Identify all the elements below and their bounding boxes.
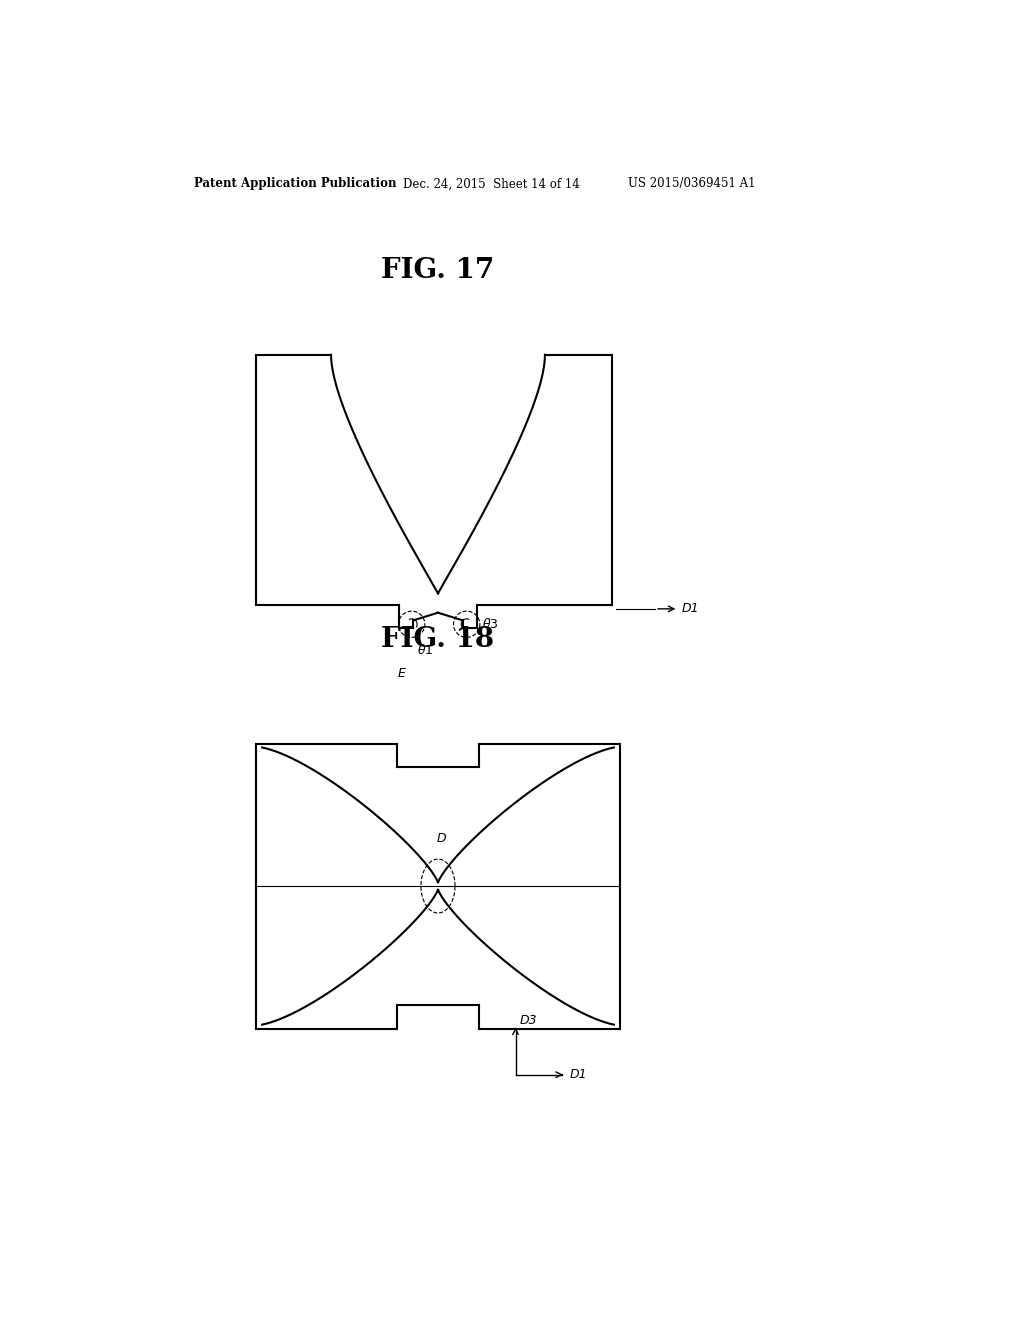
Text: $\theta$3: $\theta$3	[482, 618, 499, 631]
Text: D1: D1	[569, 1068, 588, 1081]
Text: D3: D3	[519, 1014, 537, 1027]
Text: D1: D1	[682, 602, 699, 615]
Text: US 2015/0369451 A1: US 2015/0369451 A1	[628, 177, 756, 190]
Text: FIG. 17: FIG. 17	[381, 256, 495, 284]
Text: $\theta$1: $\theta$1	[417, 644, 433, 657]
Text: Patent Application Publication: Patent Application Publication	[194, 177, 396, 190]
Text: FIG. 18: FIG. 18	[381, 626, 495, 653]
Text: Dec. 24, 2015  Sheet 14 of 14: Dec. 24, 2015 Sheet 14 of 14	[403, 177, 580, 190]
Text: E: E	[397, 667, 406, 680]
Text: D: D	[437, 832, 446, 845]
